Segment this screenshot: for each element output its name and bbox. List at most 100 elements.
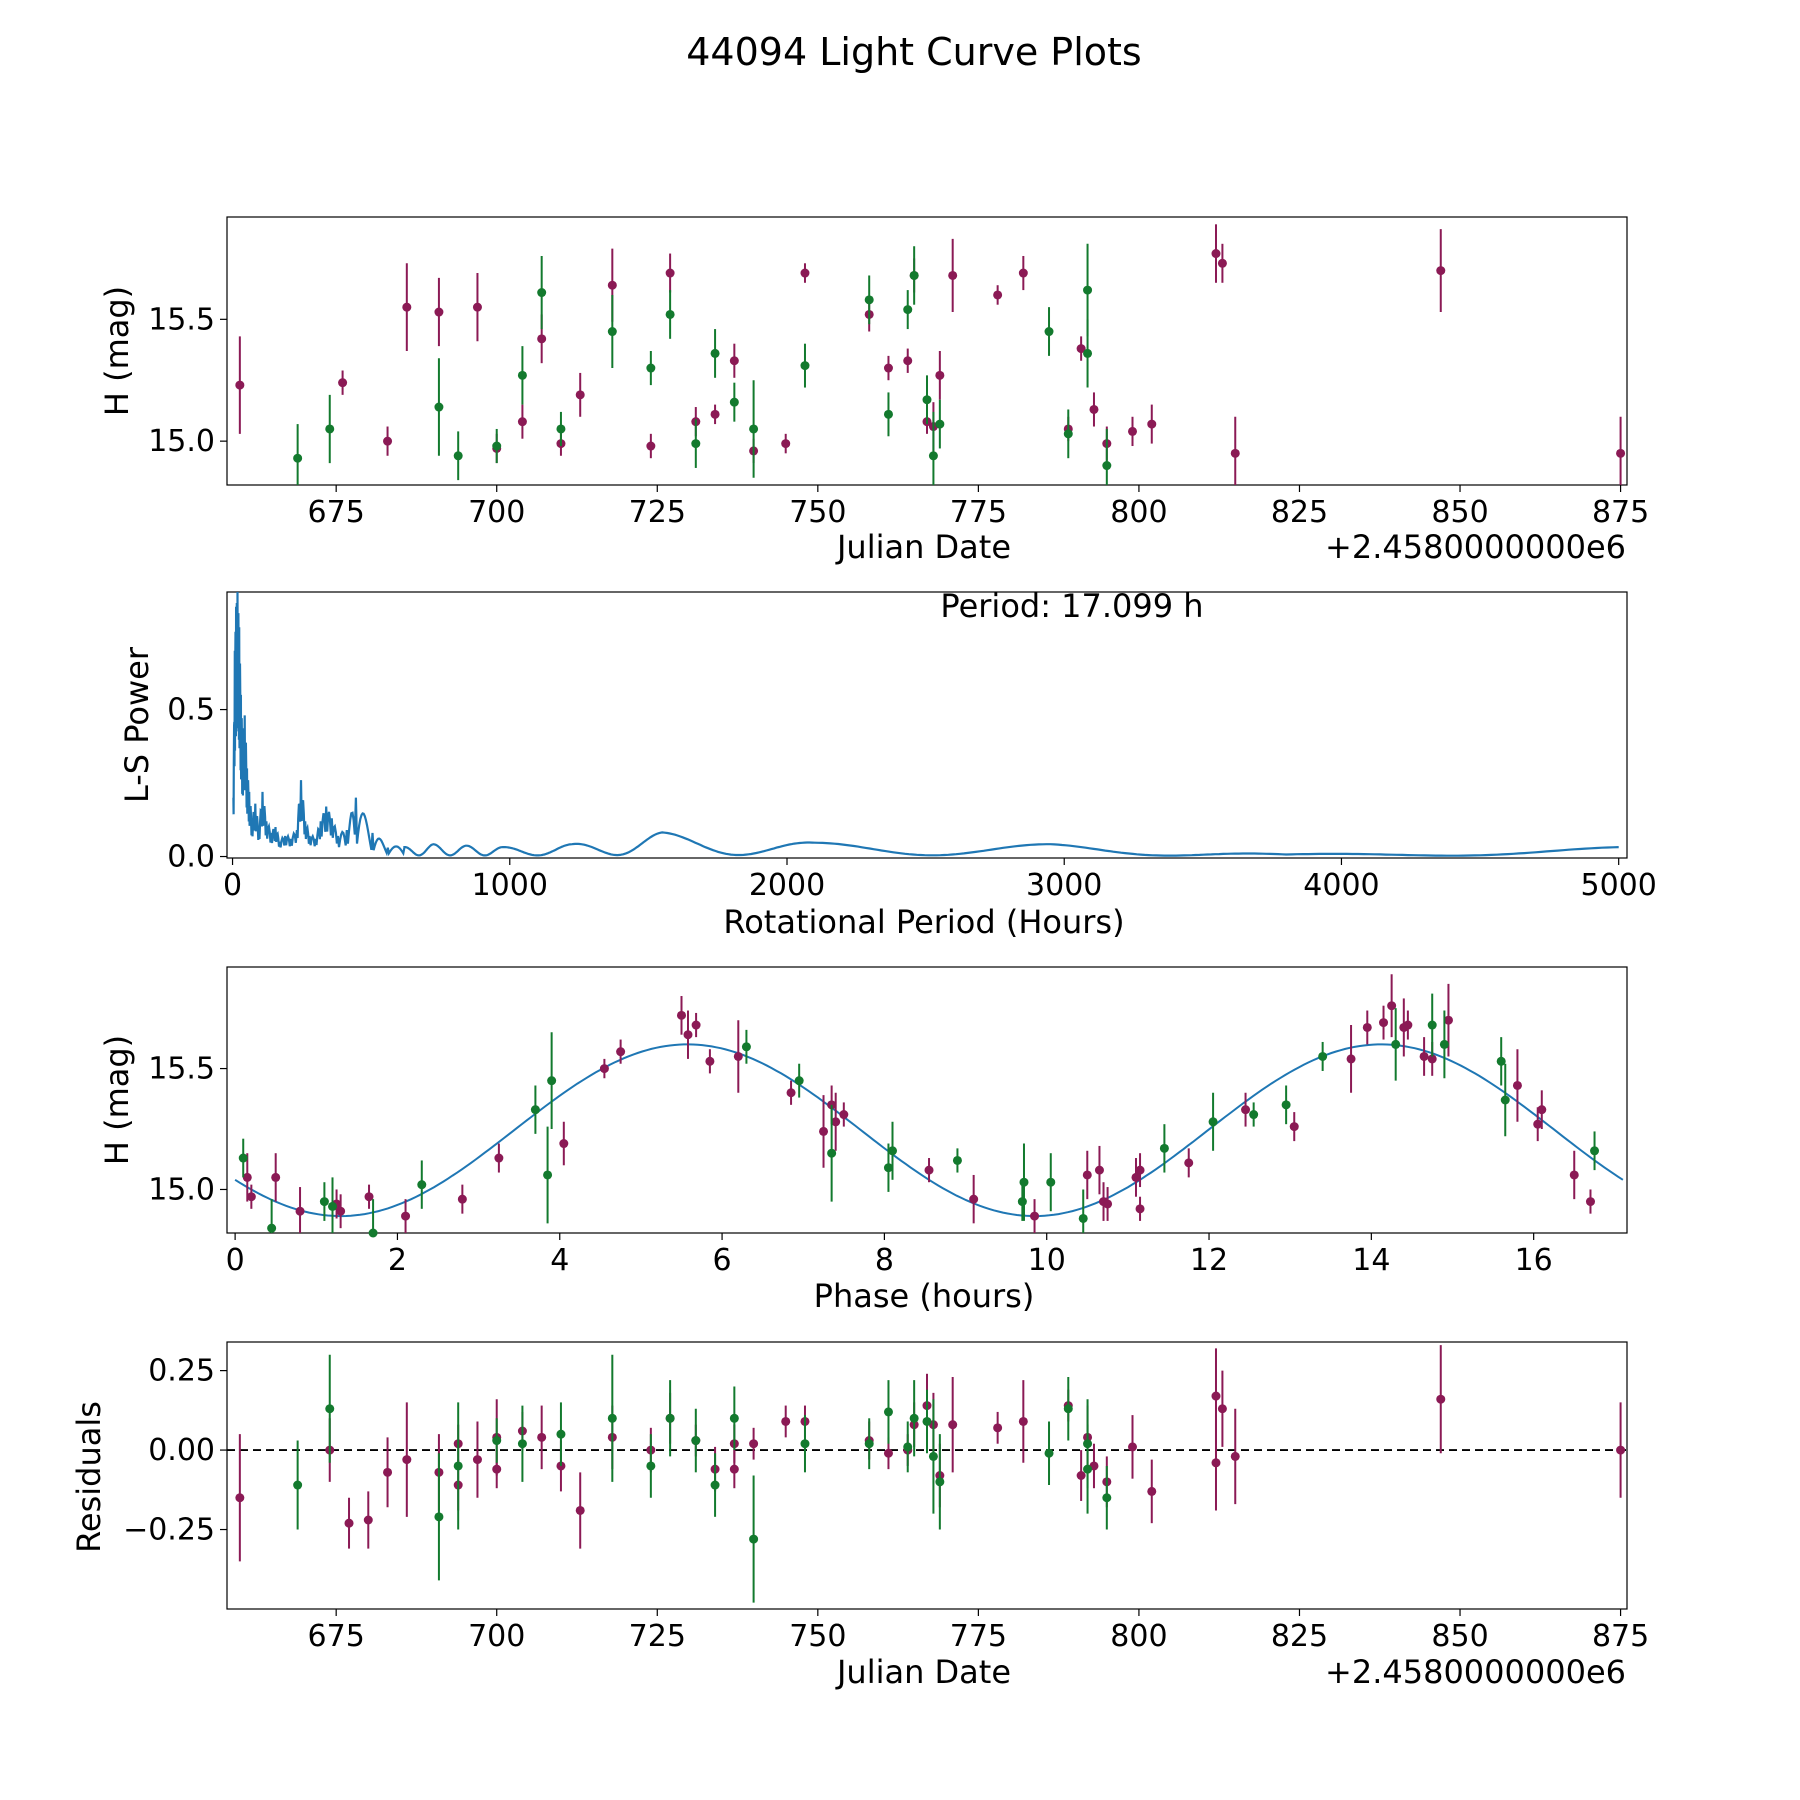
ticks-layer: 675 700 725 750 775 800 825 850 875 15.0 15.5 <box>148 302 1649 530</box>
magenta-data-point <box>492 1464 502 1474</box>
magenta-data-point <box>903 356 913 366</box>
green-data-point <box>909 1413 919 1423</box>
magenta-data-point <box>1436 1394 1446 1404</box>
x-tick-label: 12 <box>1190 1243 1228 1278</box>
green-data-point <box>453 451 463 461</box>
green-data-point <box>922 1416 932 1426</box>
magenta-data-point <box>1082 1170 1092 1180</box>
x-tick-label: 875 <box>1592 1619 1649 1654</box>
x-tick-label: 8 <box>875 1243 894 1278</box>
green-data-point <box>646 363 656 373</box>
magenta-data-point <box>271 1172 281 1182</box>
magenta-data-point <box>781 1416 791 1426</box>
magenta-data-point <box>1512 1080 1522 1090</box>
green-data-point <box>1500 1095 1510 1105</box>
magenta-data-point <box>729 356 739 366</box>
green-data-point <box>741 1042 751 1052</box>
green-data-point <box>800 1439 810 1449</box>
x-tick-label: 750 <box>789 1619 846 1654</box>
magenta-data-point <box>1135 1165 1145 1175</box>
magenta-data-point <box>1135 1204 1145 1214</box>
magenta-data-point <box>364 1192 374 1202</box>
magenta-data-point <box>1089 404 1099 414</box>
green-data-point <box>434 402 444 412</box>
green-data-point <box>1159 1143 1169 1153</box>
x-tick-label: 825 <box>1271 495 1328 530</box>
magenta-data-point <box>993 290 1003 300</box>
magenta-data-point <box>1217 1404 1227 1414</box>
x-offset-label: +2.4580000000e6 <box>1325 1653 1626 1691</box>
x-tick-label: 850 <box>1431 495 1488 530</box>
green-data-point <box>325 424 335 434</box>
magenta-data-point <box>749 1439 759 1449</box>
x-tick-label: 16 <box>1515 1243 1553 1278</box>
x-tick-label: 800 <box>1110 495 1167 530</box>
magenta-data-point <box>1094 1165 1104 1175</box>
points-layer <box>235 1345 1626 1603</box>
magenta-data-point <box>924 1165 934 1175</box>
magenta-data-point <box>665 268 675 278</box>
green-data-point <box>1046 1177 1056 1187</box>
green-data-point <box>238 1153 248 1163</box>
x-tick-label: 0 <box>223 868 242 903</box>
green-data-point <box>368 1228 378 1238</box>
green-data-point <box>928 451 938 461</box>
y-tick-label: 15.0 <box>148 424 215 459</box>
x-tick-label: 1000 <box>472 868 548 903</box>
magenta-data-point <box>1030 1211 1040 1221</box>
ticks-layer: 675 700 725 750 775 800 825 850 875 0.25 0.00 −0.25 <box>123 1354 1649 1654</box>
magenta-data-point <box>1211 1391 1221 1401</box>
magenta-data-point <box>1436 266 1446 276</box>
panel-lightcurve: 675 700 725 750 775 800 825 850 875 15.0 15.5 Juli… <box>98 216 1649 566</box>
green-data-point <box>749 1534 759 1544</box>
line-layer <box>232 591 1619 857</box>
x-tick-label: 725 <box>629 495 686 530</box>
green-data-point <box>710 1480 720 1490</box>
green-data-point <box>1083 285 1093 295</box>
axes-frame <box>226 966 1628 1234</box>
green-data-point <box>1249 1110 1259 1120</box>
points-layer <box>238 974 1600 1238</box>
green-data-point <box>1083 1464 1093 1474</box>
x-tick-label: 700 <box>468 495 525 530</box>
green-data-point <box>864 1439 874 1449</box>
model-layer <box>234 1043 1624 1218</box>
green-data-point <box>325 1404 335 1414</box>
x-tick-label: 700 <box>468 1619 525 1654</box>
magenta-data-point <box>559 1139 569 1149</box>
magenta-data-point <box>1211 1458 1221 1468</box>
magenta-data-point <box>1184 1158 1194 1168</box>
magenta-data-point <box>1147 1486 1157 1496</box>
green-data-point <box>1019 1177 1029 1187</box>
magenta-data-point <box>235 1493 245 1503</box>
magenta-data-point <box>575 390 585 400</box>
magenta-data-point <box>1230 448 1240 458</box>
green-data-point <box>691 439 701 449</box>
x-tick-label: 800 <box>1110 1619 1167 1654</box>
green-data-point <box>1078 1213 1088 1223</box>
magenta-data-point <box>1616 448 1626 458</box>
magenta-data-point <box>1230 1451 1240 1461</box>
green-data-point <box>903 1442 913 1452</box>
y-tick-label: 15.0 <box>148 1172 215 1207</box>
green-data-point <box>1083 348 1093 358</box>
x-tick-label: 675 <box>308 1619 365 1654</box>
period-annotation: Period: 17.099 h <box>940 587 1203 625</box>
magenta-data-point <box>1585 1197 1595 1207</box>
green-data-point <box>556 1429 566 1439</box>
magenta-data-point <box>1147 419 1157 429</box>
magenta-data-point <box>616 1047 626 1057</box>
magenta-data-point <box>1443 1015 1453 1025</box>
magenta-data-point <box>383 436 393 446</box>
magenta-data-point <box>710 409 720 419</box>
x-axis-label: Phase (hours) <box>814 1277 1035 1315</box>
x-axis-label: Julian Date <box>835 1653 1011 1691</box>
green-data-point <box>267 1223 277 1233</box>
points-layer <box>235 224 1626 485</box>
magenta-data-point <box>472 1455 482 1465</box>
ticks-layer: 0 2 4 6 8 10 12 14 16 15.0 15.5 <box>148 1052 1553 1278</box>
green-data-point <box>665 309 675 319</box>
magenta-data-point <box>831 1117 841 1127</box>
ticks-layer: 0 1000 2000 3000 4000 5000 0.0 0.5 <box>167 693 1657 903</box>
magenta-data-point <box>819 1126 829 1136</box>
